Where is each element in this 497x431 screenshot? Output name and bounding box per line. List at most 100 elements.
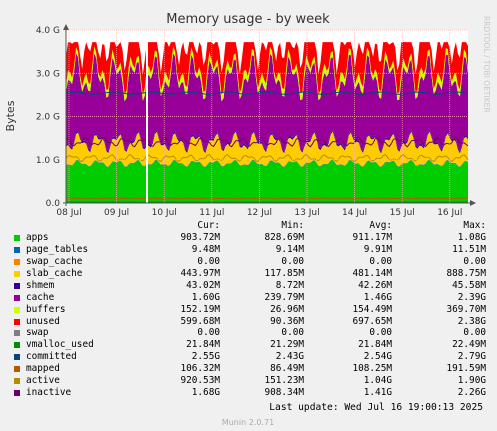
legend-label: cache (26, 291, 55, 303)
legend-avg: 1.46G (363, 291, 392, 303)
y-axis-ticks: 0.0 1.0 G 2.0 G 3.0 G 4.0 G (36, 26, 60, 209)
legend-cur: 0.00 (197, 255, 220, 267)
legend-item-shmem: shmem 43.02M 8.72M 42.26M 45.58M (10, 280, 488, 292)
legend-cur: 1.68G (191, 387, 220, 399)
legend-avg: 9.91M (363, 243, 392, 255)
legend-header-min: Min: (281, 220, 304, 231)
legend-swatch (14, 354, 20, 361)
legend-cur: 152.19M (180, 303, 220, 315)
y-tick-label: 2.0 G (36, 113, 60, 123)
x-tick-label: 16 Jul (437, 208, 462, 218)
area-unused (66, 42, 468, 95)
legend-min: 0.00 (281, 255, 304, 267)
legend-item-active: active 920.53M 151.23M 1.04G 1.90G (10, 375, 488, 387)
legend-header-avg: Avg: (369, 220, 392, 231)
x-tick-label: 09 Jul (104, 208, 129, 218)
area-shmem (66, 129, 468, 154)
legend-label: slab_cache (26, 267, 83, 279)
legend-max: 11.51M (452, 243, 486, 255)
legend-min: 117.85M (264, 267, 304, 279)
legend-min: 0.00 (281, 327, 304, 339)
legend-swatch (14, 378, 20, 385)
munin-version: Munin 2.0.71 (222, 418, 274, 427)
legend-swatch (14, 270, 20, 277)
legend-label: active (26, 375, 60, 387)
legend-min: 239.79M (264, 291, 304, 303)
legend-swatch (14, 258, 20, 265)
legend-max: 191.59M (446, 363, 486, 375)
legend-cur: 1.60G (191, 291, 220, 303)
line-mapped (65, 197, 469, 200)
legend-cur: 106.32M (180, 363, 220, 375)
y-tick-label: 4.0 G (36, 26, 60, 36)
legend-avg: 1.04G (363, 375, 392, 387)
legend-avg: 154.49M (352, 303, 392, 315)
legend-max: 888.75M (446, 267, 486, 279)
legend-avg: 0.00 (369, 255, 392, 267)
legend-item-unused: unused 599.68M 90.36M 697.65M 2.38G (10, 316, 488, 328)
legend-cur: 2.55G (191, 351, 220, 363)
legend-cur: 43.02M (186, 279, 220, 291)
legend-max: 369.70M (446, 303, 486, 315)
area-apps (66, 159, 468, 203)
legend-cur: 920.53M (180, 375, 220, 387)
line-inactive (65, 136, 469, 148)
legend-max: 0.00 (463, 327, 486, 339)
grid-lines (66, 29, 468, 203)
legend-min: 26.96M (270, 303, 304, 315)
legend-avg: 2.54G (363, 351, 392, 363)
legend-label: apps (26, 231, 49, 243)
y-axis-arrow-icon (63, 24, 69, 30)
legend-min: 86.49M (270, 363, 304, 375)
legend-header-cur: Cur: (197, 220, 220, 231)
legend-swatch (14, 390, 20, 397)
legend-cur: 599.68M (180, 315, 220, 327)
legend-max: 1.90G (457, 375, 486, 387)
line-active (65, 153, 469, 163)
legend-label: buffers (26, 303, 66, 315)
legend-avg: 108.25M (352, 363, 392, 375)
legend-swatch (14, 246, 20, 253)
chart-title: Memory usage - by week (166, 12, 330, 27)
legend-item-cache: cache 1.60G 239.79M 1.46G 2.39G (10, 292, 488, 304)
legend-min: 8.72M (275, 279, 304, 291)
legend-item-mapped: mapped 106.32M 86.49M 108.25M 191.59M (10, 363, 488, 375)
rrdtool-credit: RRDTOOL / TOBI OETIKER (482, 16, 491, 113)
legend-max: 2.38G (457, 315, 486, 327)
legend-cur: 0.00 (197, 327, 220, 339)
legend-avg: 21.84M (358, 339, 392, 351)
legend-cur: 443.97M (180, 267, 220, 279)
legend-cur: 21.84M (186, 339, 220, 351)
legend-item-swap-cache: swap_cache 0.00 0.00 0.00 0.00 (10, 256, 488, 268)
legend-label: vmalloc_used (26, 339, 94, 351)
legend-min: 21.29M (270, 339, 304, 351)
legend-swatch (14, 234, 20, 241)
legend-swatch (14, 366, 20, 373)
legend-min: 2.43G (275, 351, 304, 363)
legend-max: 1.08G (457, 231, 486, 243)
legend-max: 2.39G (457, 291, 486, 303)
legend-swatch (14, 282, 20, 289)
line-committed (65, 91, 469, 95)
legend-label: shmem (26, 279, 55, 291)
legend-label: swap (26, 327, 49, 339)
y-axis-label: Bytes (4, 100, 17, 131)
legend-table: Cur: Min: Avg: Max: apps 903.72M 828.69M 91… (10, 220, 488, 399)
legend-max: 0.00 (463, 255, 486, 267)
y-tick-label: 1.0 G (36, 156, 60, 166)
line-series (65, 30, 469, 203)
x-tick-label: 13 Jul (294, 208, 319, 218)
legend-item-committed: committed 2.55G 2.43G 2.54G 2.79G (10, 351, 488, 363)
legend-label: inactive (26, 387, 72, 399)
legend-label: unused (26, 315, 60, 327)
legend-item-slab-cache: slab_cache 443.97M 117.85M 481.14M 888.75M (10, 268, 488, 280)
legend-avg: 0.00 (369, 327, 392, 339)
legend-avg: 1.41G (363, 387, 392, 399)
legend-avg: 481.14M (352, 267, 392, 279)
legend-swatch (14, 294, 20, 301)
legend-min: 151.23M (264, 375, 304, 387)
legend-cur: 903.72M (180, 231, 220, 243)
x-tick-label: 12 Jul (247, 208, 272, 218)
legend-label: committed (26, 351, 77, 363)
